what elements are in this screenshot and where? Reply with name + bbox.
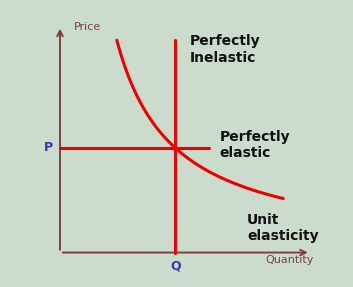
Text: Unit
elasticity: Unit elasticity xyxy=(247,213,319,243)
Text: Q: Q xyxy=(170,260,180,273)
Text: P: P xyxy=(44,141,53,154)
Text: Quantity: Quantity xyxy=(266,255,314,265)
Text: Price: Price xyxy=(74,22,101,32)
Text: Perfectly
Inelastic: Perfectly Inelastic xyxy=(189,34,260,65)
Text: Perfectly
elastic: Perfectly elastic xyxy=(220,130,290,160)
